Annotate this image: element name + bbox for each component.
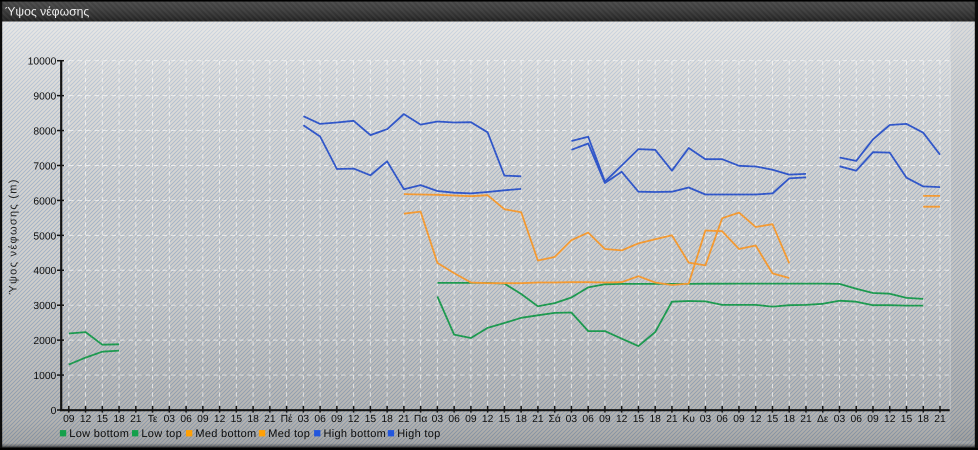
svg-text:18: 18 [113,414,125,425]
svg-text:06: 06 [582,414,594,425]
svg-text:12: 12 [214,414,226,425]
svg-text:09: 09 [599,414,611,425]
svg-text:2000: 2000 [33,336,56,347]
svg-text:21: 21 [264,414,276,425]
svg-text:15: 15 [633,414,645,425]
svg-text:09: 09 [197,414,209,425]
svg-text:9000: 9000 [33,92,56,103]
svg-text:09: 09 [465,414,477,425]
svg-text:18: 18 [515,414,527,425]
svg-text:09: 09 [331,414,343,425]
svg-text:21: 21 [934,414,946,425]
svg-text:03: 03 [432,414,444,425]
svg-text:Low top: Low top [141,428,182,440]
svg-text:15: 15 [499,414,511,425]
svg-text:Κυ: Κυ [682,414,695,425]
svg-text:4000: 4000 [33,266,56,277]
svg-text:18: 18 [918,414,930,425]
svg-text:Low bottom: Low bottom [69,428,129,440]
svg-text:5000: 5000 [33,231,56,242]
svg-text:06: 06 [716,414,728,425]
svg-text:21: 21 [130,414,142,425]
svg-text:Med top: Med top [268,428,310,440]
svg-text:15: 15 [97,414,109,425]
svg-text:6000: 6000 [33,196,56,207]
svg-text:03: 03 [834,414,846,425]
svg-text:03: 03 [566,414,578,425]
svg-text:21: 21 [532,414,544,425]
svg-text:06: 06 [314,414,326,425]
svg-text:18: 18 [381,414,393,425]
svg-text:10000: 10000 [28,57,57,68]
svg-text:21: 21 [800,414,812,425]
svg-text:03: 03 [164,414,176,425]
svg-text:15: 15 [231,414,243,425]
svg-text:Τε: Τε [148,414,158,425]
svg-text:0: 0 [51,406,57,417]
svg-text:Πα: Πα [414,414,427,425]
svg-text:Πέ: Πέ [281,414,293,425]
svg-text:15: 15 [901,414,913,425]
svg-text:Ύψος νέφωσης: Ύψος νέφωσης [5,5,89,19]
svg-text:7000: 7000 [33,161,56,172]
svg-text:15: 15 [365,414,377,425]
svg-text:21: 21 [398,414,410,425]
svg-text:Ύψος νέφωσης (m): Ύψος νέφωσης (m) [8,178,20,294]
svg-text:18: 18 [247,414,259,425]
svg-text:06: 06 [448,414,460,425]
svg-text:06: 06 [850,414,862,425]
svg-text:Med bottom: Med bottom [195,428,256,440]
svg-text:18: 18 [649,414,661,425]
svg-text:12: 12 [616,414,628,425]
svg-text:Δε: Δε [817,414,829,425]
svg-text:06: 06 [180,414,192,425]
svg-text:03: 03 [298,414,310,425]
svg-text:High bottom: High bottom [324,428,387,440]
svg-text:15: 15 [767,414,779,425]
svg-text:8000: 8000 [33,126,56,137]
svg-text:18: 18 [783,414,795,425]
svg-text:Σά: Σά [548,414,560,425]
svg-text:03: 03 [700,414,712,425]
svg-text:12: 12 [80,414,92,425]
svg-text:12: 12 [750,414,762,425]
svg-text:12: 12 [884,414,896,425]
svg-text:12: 12 [482,414,494,425]
svg-text:09: 09 [733,414,745,425]
svg-text:21: 21 [666,414,678,425]
svg-text:09: 09 [63,414,75,425]
svg-text:High top: High top [397,428,440,440]
svg-text:12: 12 [348,414,360,425]
svg-text:09: 09 [867,414,879,425]
svg-text:3000: 3000 [33,301,56,312]
svg-text:1000: 1000 [33,371,56,382]
